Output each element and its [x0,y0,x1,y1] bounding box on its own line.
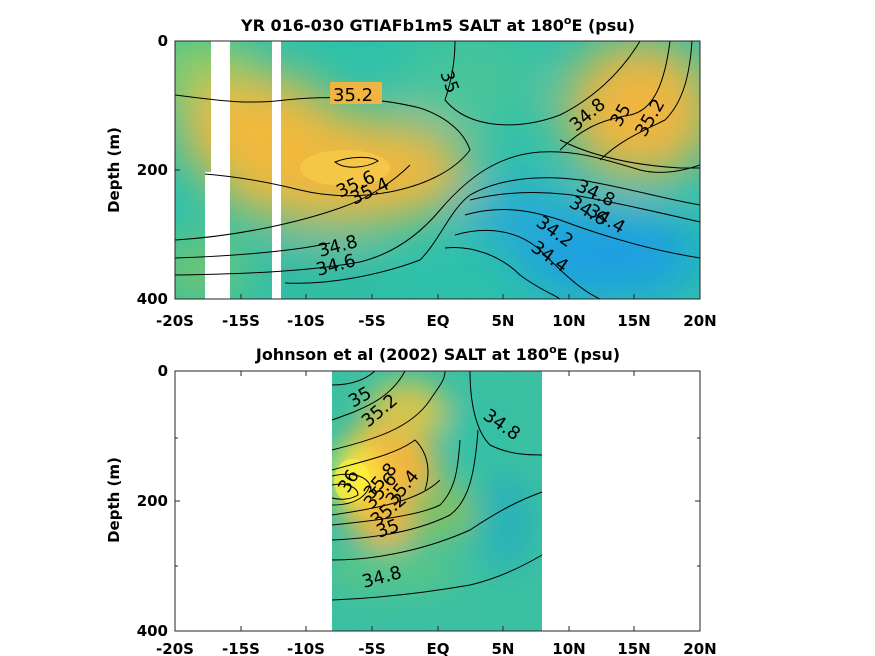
svg-text:20N: 20N [683,640,716,656]
top-panel: YR 016-030 GTIAFb1m5 SALT at 180oE (psu) [105,14,717,330]
svg-text:400: 400 [137,622,168,640]
svg-text:15N: 15N [617,312,650,330]
svg-text:15N: 15N [617,640,650,656]
svg-text:-20S: -20S [156,640,194,656]
top-title: YR 016-030 GTIAFb1m5 SALT at 180oE (psu) [240,14,635,35]
top-contours [175,41,700,299]
svg-text:-5S: -5S [358,640,385,656]
data-gap [272,41,281,299]
svg-text:EQ: EQ [427,640,450,656]
svg-text:200: 200 [137,161,168,179]
top-x-tick-labels: -20S -15S -10S -5S EQ 5N 10N 15N 20N [156,312,717,330]
bottom-y-axis-label: Depth (m) [105,457,123,543]
svg-text:-20S: -20S [156,312,194,330]
top-y-axis-label: Depth (m) [105,127,123,213]
svg-text:5N: 5N [492,640,515,656]
top-x-ticks [174,40,701,300]
bottom-contours [331,371,543,601]
svg-text:-15S: -15S [222,312,260,330]
contour-label: 35.2 [333,85,373,106]
svg-text:10N: 10N [552,312,585,330]
bottom-title: Johnson et al (2002) SALT at 180oE (psu) [255,343,620,364]
svg-text:400: 400 [137,290,168,308]
svg-text:10N: 10N [552,640,585,656]
svg-text:-10S: -10S [287,640,325,656]
svg-text:0: 0 [158,32,168,50]
svg-text:-10S: -10S [287,312,325,330]
top-salinity-field: 35.2 35 35.6 35.4 34.8 34.6 34.8 35 35.2… [175,41,700,299]
bottom-y-tick-labels: 0 200 400 [137,362,168,640]
svg-text:200: 200 [137,492,168,510]
svg-text:-15S: -15S [222,640,260,656]
svg-text:20N: 20N [683,312,716,330]
svg-text:0: 0 [158,362,168,380]
svg-text:-5S: -5S [358,312,385,330]
bottom-x-tick-labels: -20S -15S -10S -5S EQ 5N 10N 15N 20N [156,640,717,656]
bottom-salinity-field: 35 35.2 34.8 36 35.8 35.6 35.4 35.2 35 3… [175,371,700,631]
bottom-ticks [174,370,701,632]
svg-text:EQ: EQ [427,312,450,330]
bottom-panel: Johnson et al (2002) SALT at 180oE (psu) [105,343,717,656]
top-y-tick-labels: 0 200 400 [137,32,168,308]
svg-text:5N: 5N [492,312,515,330]
